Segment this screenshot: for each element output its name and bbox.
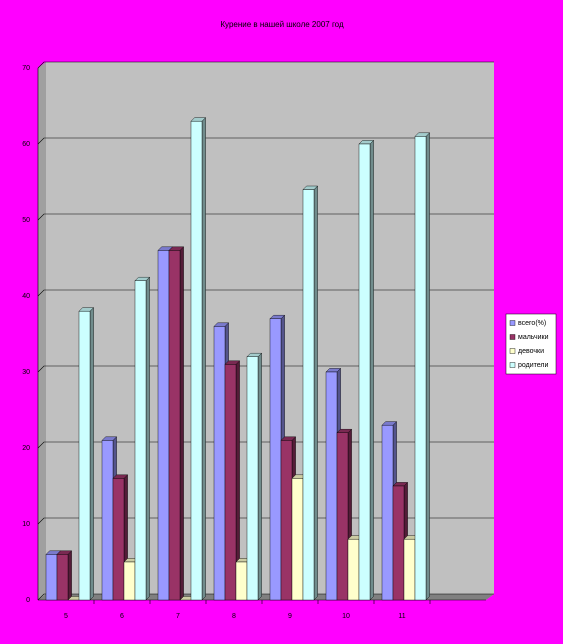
grid-line	[37, 365, 494, 373]
plot-area	[38, 62, 494, 600]
grid-line	[37, 137, 494, 145]
side-wall	[38, 62, 46, 600]
y-tick-label: 40	[22, 293, 30, 300]
x-tick-label: 6	[120, 613, 124, 620]
bar	[246, 356, 259, 601]
bar	[291, 478, 304, 601]
bar	[213, 326, 226, 601]
grid-line	[37, 289, 494, 297]
bar	[336, 432, 349, 601]
bar	[235, 561, 248, 601]
legend-label: родители	[518, 362, 548, 369]
legend-label: всего(%)	[518, 320, 546, 327]
bar	[190, 120, 203, 601]
bar	[45, 554, 58, 601]
bar-side	[369, 139, 374, 601]
bar	[325, 371, 338, 601]
legend-swatch	[509, 320, 516, 326]
bar	[381, 425, 394, 601]
bar	[123, 561, 136, 601]
y-tick-label: 10	[22, 521, 30, 528]
bar	[134, 280, 147, 601]
legend-swatch	[509, 348, 516, 354]
bar	[224, 364, 237, 601]
y-tick-label: 60	[22, 141, 30, 148]
bar-side	[67, 550, 72, 601]
bar	[112, 478, 125, 601]
bar-side	[89, 307, 94, 601]
bar	[302, 189, 315, 601]
bar	[403, 539, 416, 601]
bar-side	[257, 352, 262, 601]
bar	[414, 136, 427, 601]
grid-line	[37, 61, 494, 69]
bar	[347, 539, 360, 601]
bar	[56, 554, 69, 601]
legend-label: девочки	[518, 348, 544, 355]
x-tick-label: 7	[176, 613, 180, 620]
bar-side	[145, 276, 150, 601]
y-tick-label: 0	[26, 597, 30, 604]
bar	[78, 311, 91, 601]
y-tick-label: 30	[22, 369, 30, 376]
y-tick-label: 20	[22, 445, 30, 452]
bar-side	[313, 185, 318, 601]
x-tick-label: 8	[232, 613, 236, 620]
bar	[157, 250, 170, 601]
chart-title: Курение в нашей школе 2007 год	[220, 20, 344, 29]
bar	[358, 143, 371, 601]
bar-side	[425, 132, 430, 601]
grid-line	[37, 213, 494, 221]
x-tick-label: 9	[288, 613, 292, 620]
legend-swatch	[509, 362, 516, 368]
y-tick-label: 50	[22, 217, 30, 224]
bar	[101, 440, 114, 601]
legend-label: мальчики	[518, 334, 549, 341]
x-tick-label: 11	[398, 613, 405, 620]
y-tick-label: 70	[22, 65, 30, 72]
bar	[392, 485, 405, 601]
bar-side	[201, 117, 206, 601]
legend-swatch	[509, 334, 516, 340]
bar	[168, 250, 181, 601]
x-tick-label: 10	[342, 613, 350, 620]
floor	[38, 594, 494, 600]
x-tick-label: 5	[64, 613, 68, 620]
bar	[269, 318, 282, 601]
bar	[280, 440, 293, 601]
bar-side	[179, 246, 184, 601]
